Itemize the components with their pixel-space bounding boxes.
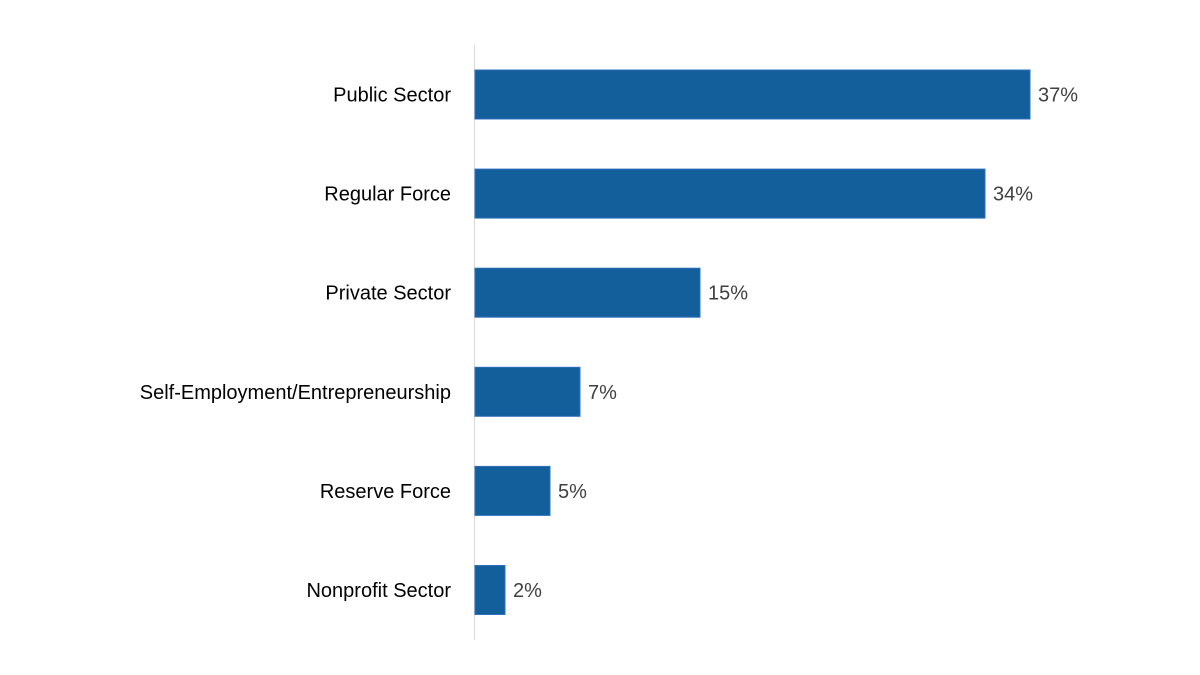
category-label: Nonprofit Sector bbox=[306, 580, 451, 602]
category-label: Public Sector bbox=[333, 85, 451, 107]
bar-public-sector bbox=[474, 69, 1031, 120]
bar-self-employment-entrepreneurship bbox=[474, 366, 581, 417]
bar-reserve-force bbox=[474, 465, 551, 516]
bar-private-sector bbox=[474, 267, 701, 318]
bar-nonprofit-sector bbox=[474, 565, 506, 615]
value-label: 34% bbox=[993, 184, 1033, 206]
value-label: 15% bbox=[708, 283, 748, 305]
category-label: Regular Force bbox=[324, 184, 451, 206]
value-label: 5% bbox=[558, 481, 587, 503]
category-label: Private Sector bbox=[325, 283, 451, 305]
value-label: 37% bbox=[1038, 85, 1078, 107]
value-label: 7% bbox=[588, 382, 617, 404]
category-label: Reserve Force bbox=[320, 481, 451, 503]
category-label: Self-Employment/Entrepreneurship bbox=[140, 382, 451, 404]
bar-regular-force bbox=[474, 168, 986, 219]
value-label: 2% bbox=[513, 580, 542, 602]
